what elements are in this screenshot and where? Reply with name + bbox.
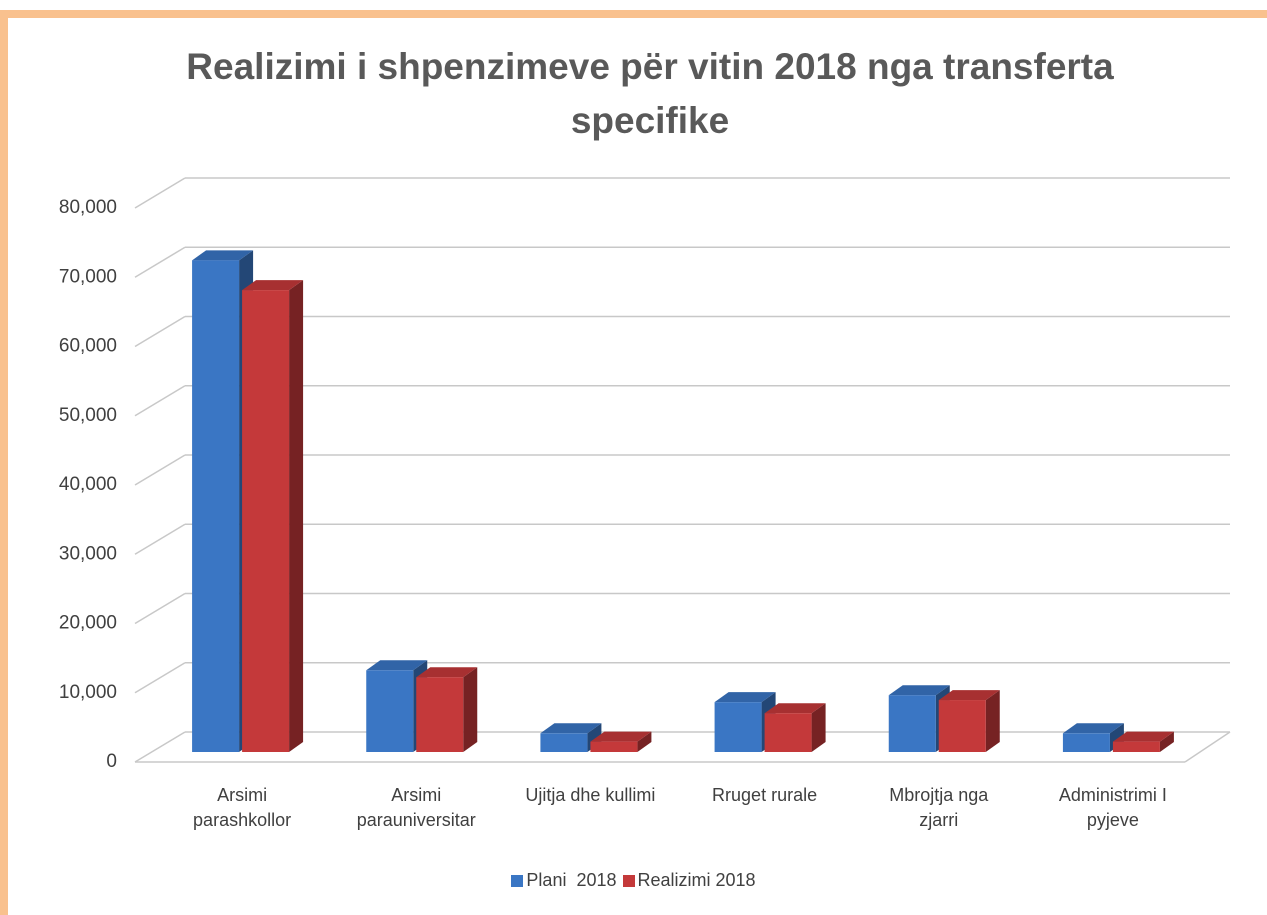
chart-title: Realizimi i shpenzimeve për vitin 2018 n…: [186, 46, 1114, 141]
bar-side: [289, 280, 304, 752]
legend-item: Plani 2018: [511, 870, 617, 891]
bar-top: [938, 690, 1000, 701]
bar: [590, 741, 638, 752]
legend-label: Plani 2018: [526, 870, 617, 890]
bar-side: [1159, 731, 1174, 752]
legend: Plani 2018 Realizimi 2018: [0, 870, 1267, 892]
bar-top: [764, 703, 826, 714]
bar-side: [463, 667, 478, 752]
bar-top: [1062, 723, 1124, 734]
y-tick-label: 30,000: [59, 543, 117, 564]
bar-top: [1112, 731, 1174, 742]
legend-swatch: [622, 874, 635, 887]
x-tick-label: Arsimi parashkollor: [193, 785, 292, 830]
y-tick-label: 70,000: [59, 266, 117, 287]
y-tick-label: 0: [106, 751, 117, 772]
frame-left: [0, 10, 8, 915]
bar: [764, 713, 812, 752]
bar-top: [714, 692, 776, 703]
y-tick-label: 10,000: [59, 682, 117, 703]
bar: [1112, 741, 1160, 752]
bar: [540, 733, 588, 752]
bar: [242, 290, 290, 752]
bar-top: [416, 667, 478, 678]
bar-top: [540, 723, 602, 734]
bar-top: [366, 660, 428, 671]
x-tick-label: Administrimi I pyjeve: [1058, 785, 1167, 830]
bar: [1062, 733, 1110, 752]
bar-top: [242, 280, 304, 291]
legend-item: Realizimi 2018: [622, 870, 756, 891]
grid-line-side: [134, 315, 186, 348]
y-tick-label: 80,000: [59, 197, 117, 218]
legend-label: Realizimi 2018: [637, 870, 756, 890]
bar: [416, 677, 464, 752]
bar-side: [811, 703, 826, 752]
grid-line-side: [134, 662, 186, 694]
bar: [192, 260, 240, 752]
x-tick-label: Rruget rurale: [712, 785, 818, 805]
bar-top: [590, 731, 652, 742]
grid-line-side: [134, 731, 186, 763]
grid-line-side: [134, 592, 186, 625]
y-tick-label: 40,000: [59, 474, 117, 495]
grid-line-side: [134, 454, 186, 486]
y-tick-label: 60,000: [59, 336, 117, 357]
grid-line-side: [134, 246, 186, 278]
bar: [714, 702, 762, 752]
bar-side: [985, 690, 1000, 752]
bar: [938, 700, 986, 752]
grid-line-side: [134, 177, 186, 209]
floor-right: [1184, 731, 1231, 763]
bar: [888, 695, 936, 752]
x-tick-label: Ujitja dhe kullimi: [525, 785, 656, 805]
y-tick-label: 20,000: [59, 613, 117, 634]
x-tick-label: Arsimi parauniversitar: [356, 785, 476, 830]
legend-swatch: [511, 874, 524, 887]
bar-top: [192, 250, 254, 261]
grid-line-side: [134, 523, 186, 555]
bar-top: [888, 685, 950, 696]
x-tick-label: Mbrojtja nga zjarri: [889, 785, 989, 830]
frame-top: [0, 10, 1267, 18]
y-tick-label: 50,000: [59, 405, 117, 426]
bar-side: [637, 731, 652, 752]
bar: [366, 670, 414, 752]
grid-line-side: [134, 385, 186, 417]
